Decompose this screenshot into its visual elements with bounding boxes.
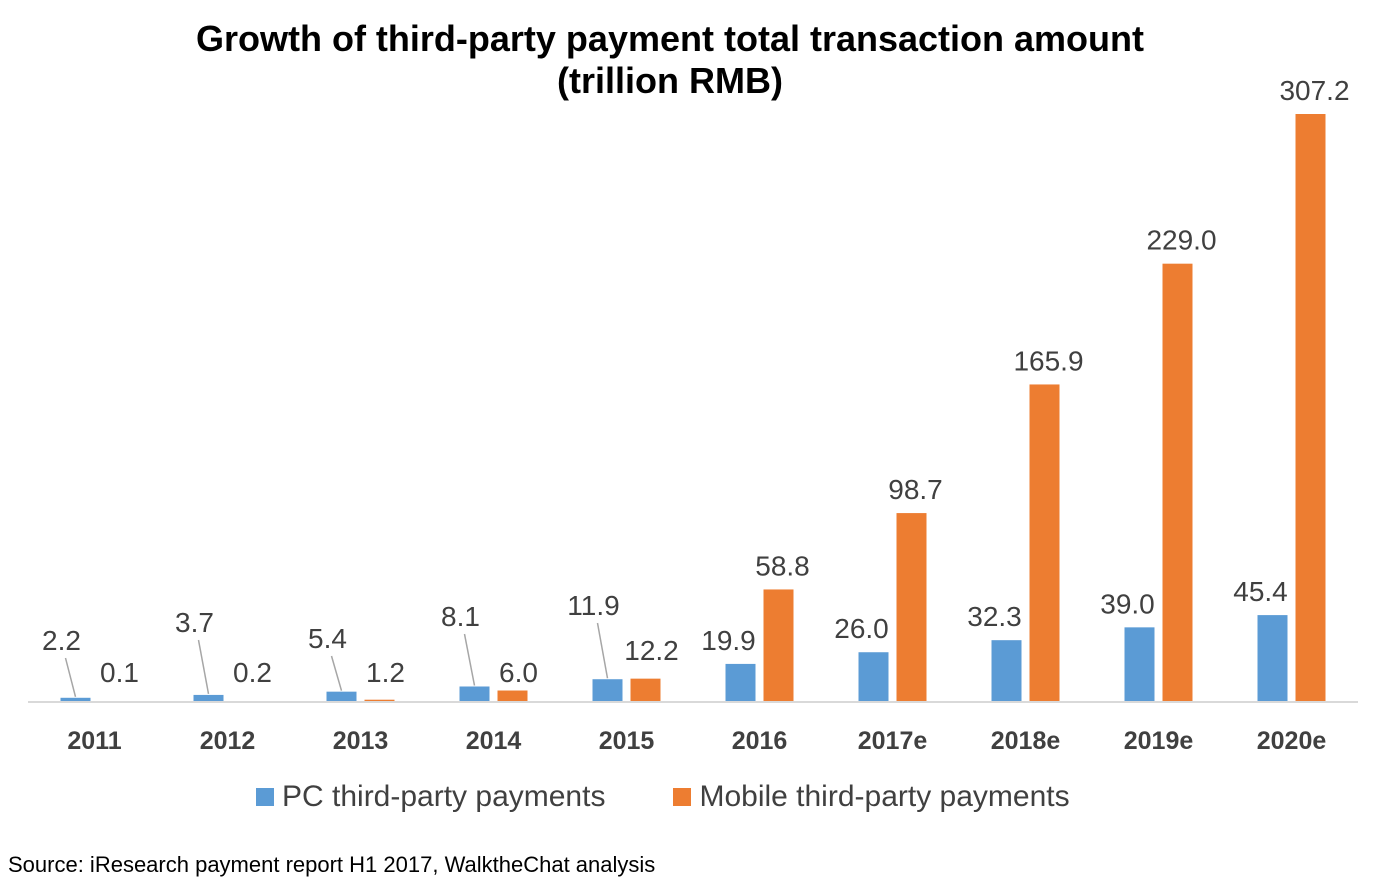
x-tick-label-2020e: 2020e	[1257, 727, 1327, 755]
bar-pc-2015	[592, 679, 623, 702]
x-tick-label-2016: 2016	[732, 727, 788, 755]
legend-label-mobile: Mobile third-party payments	[699, 780, 1070, 813]
legend-swatch-mobile	[673, 788, 692, 806]
data-label-mobile-2016: 58.8	[755, 550, 810, 581]
leader-line-pc-2014	[463, 633, 476, 686]
x-tick-label-2011: 2011	[67, 727, 121, 755]
chart-title-line-1: Growth of third-party payment total tran…	[195, 18, 1145, 59]
bar-mobile-2019e	[1162, 263, 1193, 702]
bar-pc-2016	[725, 663, 756, 702]
data-label-pc-2016: 19.9	[701, 625, 756, 656]
data-label-mobile-2017e: 98.7	[888, 474, 943, 505]
data-label-pc-2015: 11.9	[567, 590, 619, 621]
chart-title-line-2: (trillion RMB)	[557, 60, 783, 101]
data-label-pc-2019e: 39.0	[1100, 588, 1155, 619]
bar-mobile-2013	[364, 699, 395, 702]
leader-line-pc-2015	[596, 622, 609, 679]
bar-pc-2018e	[991, 640, 1022, 702]
data-label-pc-2012: 3.7	[175, 607, 214, 638]
data-label-pc-2017e: 26.0	[834, 613, 889, 644]
bar-pc-2019e	[1124, 627, 1155, 702]
legend: PC third-party payments Mobile third-par…	[256, 780, 1138, 814]
x-tick-label-2015: 2015	[599, 727, 655, 755]
legend-item-mobile: Mobile third-party payments	[673, 780, 1070, 814]
bar-mobile-2017e	[896, 513, 927, 702]
x-tick-label-2019e: 2019e	[1124, 727, 1194, 755]
data-label-mobile-2020e: 307.2	[1279, 75, 1349, 106]
bar-pc-2011	[60, 697, 91, 702]
x-tick-label-2014: 2014	[466, 727, 522, 755]
bar-pc-2017e	[858, 652, 889, 702]
data-label-pc-2013: 5.4	[308, 623, 347, 654]
bar-pc-2020e	[1257, 615, 1288, 702]
bar-mobile-2015	[630, 678, 661, 702]
bar-mobile-2016	[763, 589, 794, 702]
data-label-mobile-2015: 12.2	[624, 635, 679, 666]
bar-mobile-2018e	[1029, 384, 1060, 702]
data-label-pc-2020e: 45.4	[1233, 576, 1288, 607]
leader-line-pc-2012	[197, 639, 210, 695]
x-tick-label-2012: 2012	[200, 727, 256, 755]
data-label-mobile-2014: 6.0	[499, 657, 538, 688]
x-tick-label-2018e: 2018e	[991, 727, 1061, 755]
bar-pc-2014	[459, 686, 490, 702]
leader-line-pc-2013	[330, 655, 343, 691]
x-tick-label-2013: 2013	[333, 727, 389, 755]
source-note: Source: iResearch payment report H1 2017…	[8, 852, 656, 877]
data-label-mobile-2012: 0.2	[233, 657, 272, 688]
legend-swatch-pc	[256, 788, 274, 806]
bar-mobile-2014	[497, 690, 528, 702]
chart-title: Growth of third-party payment total tran…	[0, 18, 1340, 102]
leader-lines-layer	[64, 622, 609, 697]
data-label-mobile-2013: 1.2	[366, 657, 405, 688]
leader-line-pc-2011	[64, 657, 77, 697]
legend-label-pc: PC third-party payments	[282, 780, 606, 813]
data-label-pc-2014: 8.1	[441, 601, 480, 632]
bar-mobile-2020e	[1295, 114, 1326, 702]
data-label-mobile-2018e: 165.9	[1013, 345, 1083, 376]
legend-item-pc: PC third-party payments	[256, 780, 605, 814]
bars-layer	[60, 114, 1326, 703]
data-label-mobile-2011: 0.1	[100, 657, 139, 688]
bar-pc-2012	[193, 694, 224, 702]
x-tick-labels-layer: 2011 2012 2013 2014 2015 2016 2017e 2018e 2019e 2…	[67, 727, 1326, 755]
x-tick-label-2017e: 2017e	[858, 727, 928, 755]
data-label-mobile-2019e: 229.0	[1146, 225, 1216, 256]
data-label-pc-2011: 2.2	[42, 625, 81, 656]
data-label-pc-2018e: 32.3	[967, 601, 1022, 632]
data-labels-layer: 2.2 0.1 3.7 0.2 5.4 1.2 8.1 6.0 11.912.2 19.9 58.8…	[42, 75, 1350, 688]
bar-pc-2013	[326, 691, 357, 702]
